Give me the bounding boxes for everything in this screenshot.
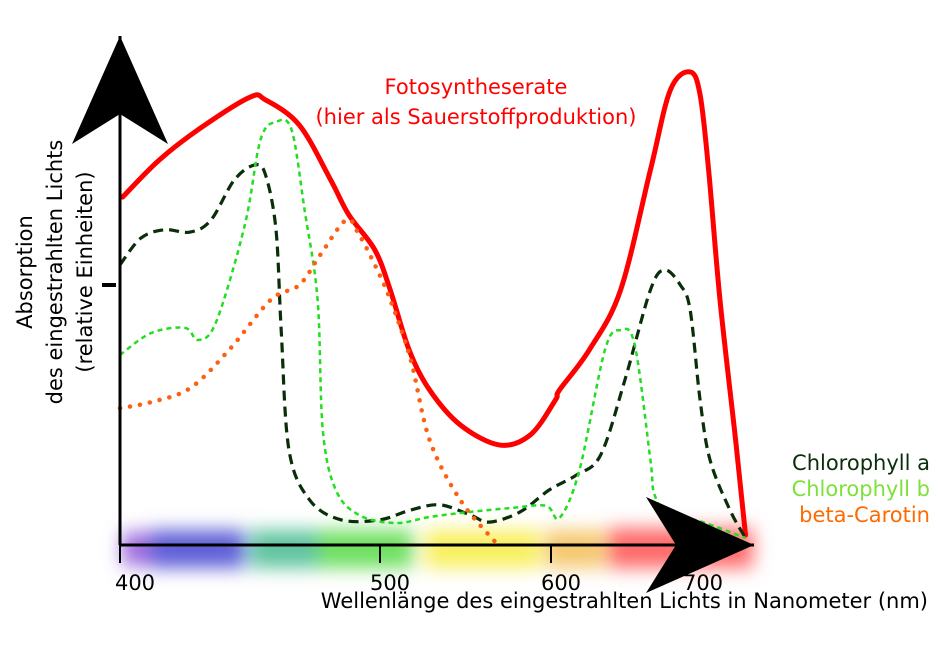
annotation-line-2: (hier als Sauerstoffproduktion) bbox=[315, 105, 636, 129]
x-tick-label-700: 700 bbox=[683, 571, 723, 595]
legend-entry-chlorophyll-a: Chlorophyll a bbox=[792, 451, 930, 475]
series-line-chlorophyll-a bbox=[118, 163, 747, 539]
legend-entry-chlorophyll-b: Chlorophyll b bbox=[792, 477, 930, 501]
x-tick-label-500: 500 bbox=[370, 571, 410, 595]
series-line-beta-carotin bbox=[117, 217, 499, 546]
y-label-line-1: Absorption bbox=[13, 215, 37, 329]
y-label-line-2: des eingestrahlten Lichts bbox=[43, 140, 67, 405]
y-axis-label: Absorption des eingestrahlten Lichts (re… bbox=[13, 140, 97, 405]
y-label-line-3: (relative Einheiten) bbox=[73, 171, 97, 372]
annotation-line-1: Fotosyntheserate bbox=[385, 75, 568, 99]
x-axis-label: Wellenlänge des eingestrahlten Lichts in… bbox=[321, 589, 928, 613]
series-line-chlorophyll-b bbox=[119, 118, 746, 540]
x-tick-label-400: 400 bbox=[115, 571, 155, 595]
x-tick-label-600: 600 bbox=[541, 571, 581, 595]
legend-entry-beta-carotin: beta-Carotin bbox=[799, 503, 930, 527]
visible-light-spectrum-band bbox=[122, 528, 753, 568]
series-line-fotosyntheserate bbox=[120, 69, 749, 538]
